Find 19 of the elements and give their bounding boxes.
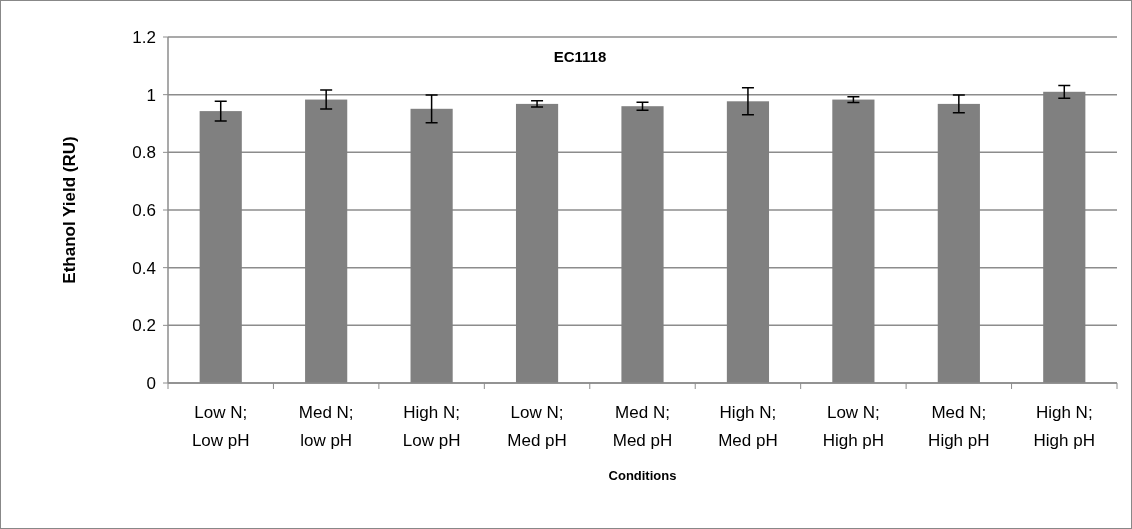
- x-tick-label: Med N; low pH: [298, 403, 354, 450]
- x-tick-label: High N; Med pH: [718, 403, 778, 450]
- x-tick-label: High N; High pH: [1033, 403, 1095, 450]
- x-tick-label: High N; Low pH: [402, 403, 461, 450]
- y-tick-label: 0.6: [132, 200, 156, 220]
- y-axis-title: Ethanol Yield (RU): [60, 136, 79, 284]
- x-tick-label: Med N; High pH: [928, 403, 990, 450]
- x-tick-label: Med N; Med pH: [612, 403, 673, 450]
- y-tick-label: 0: [146, 373, 156, 393]
- y-tick-label: 0.4: [132, 258, 156, 278]
- x-tick-label: Low N; High pH: [822, 403, 885, 450]
- y-tick-label: 0.2: [132, 316, 156, 336]
- text: EC1118: [553, 48, 607, 65]
- x-tick-label: Low N; Med pH: [507, 403, 567, 450]
- x-axis-title: Conditions: [608, 468, 677, 483]
- y-tick-label: 1: [146, 85, 156, 105]
- y-tick-label: 1.2: [132, 27, 156, 47]
- x-tick-label: Low N; Low pH: [191, 403, 250, 450]
- y-tick-label: 0.8: [132, 143, 156, 163]
